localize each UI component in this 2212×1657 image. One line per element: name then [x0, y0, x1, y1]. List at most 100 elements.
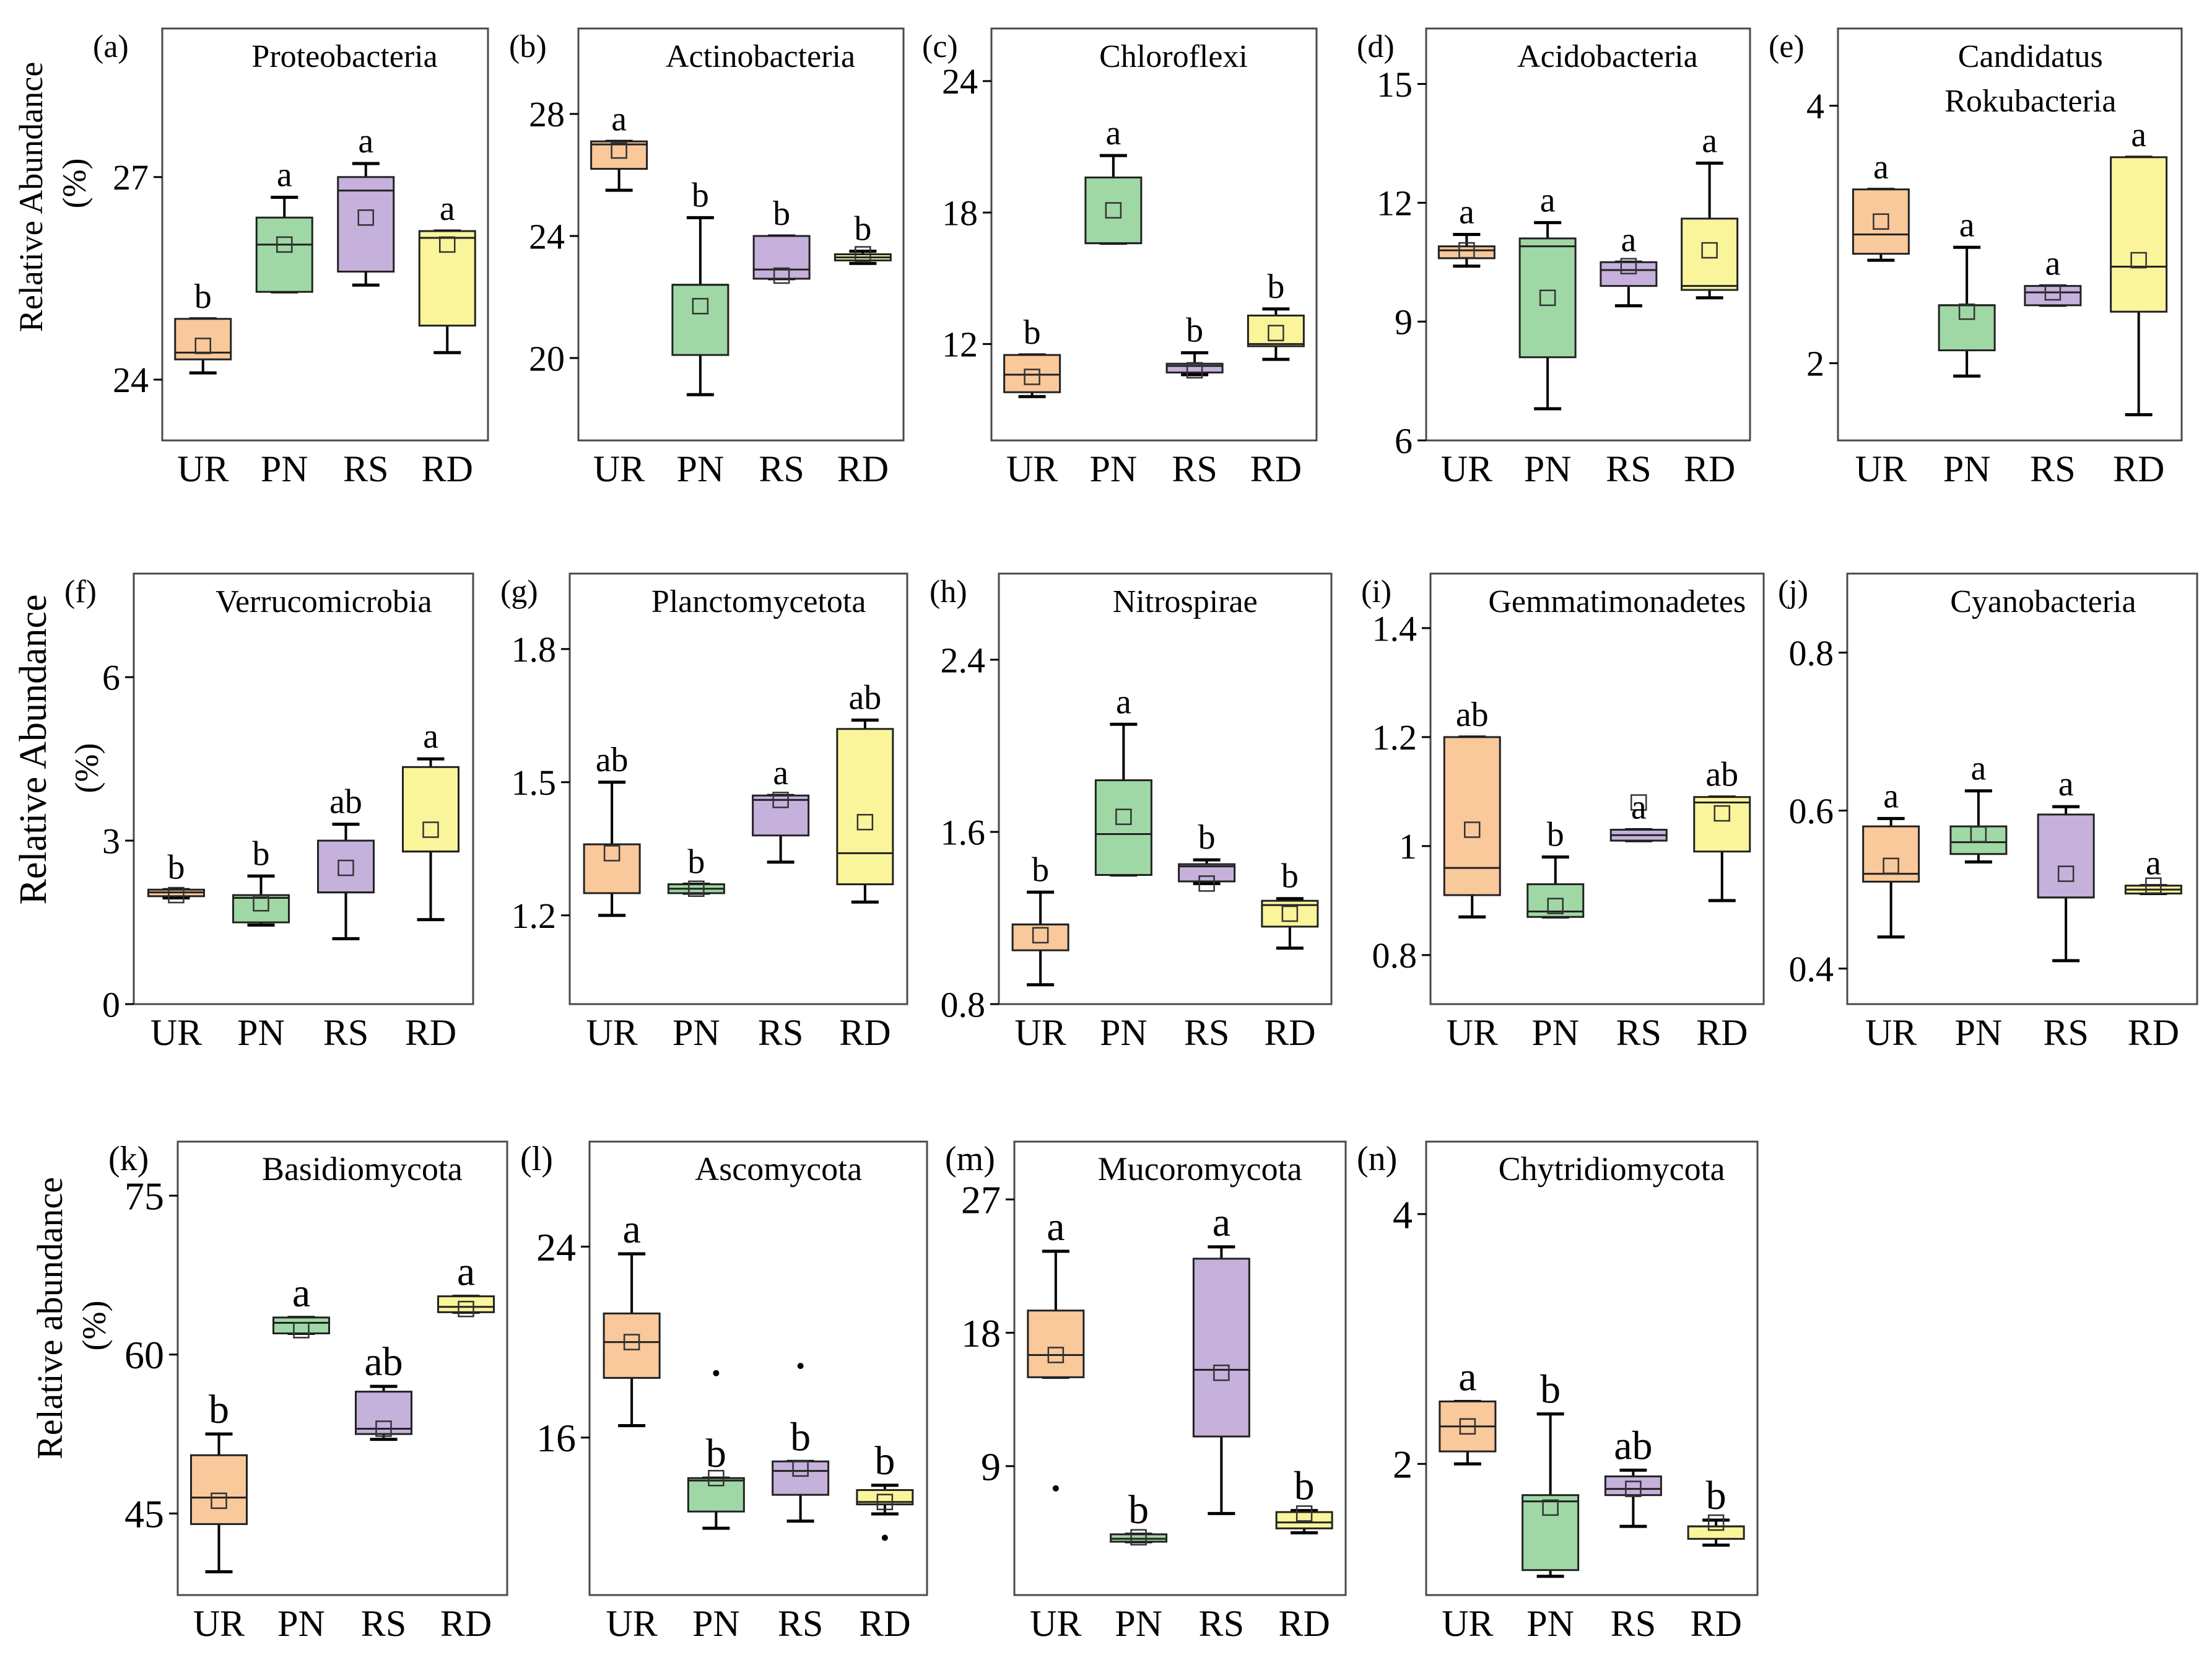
- box-rd: a: [402, 717, 459, 922]
- significance-letter: b: [194, 278, 212, 316]
- significance-letter: ab: [848, 678, 881, 717]
- box-rs: ab: [317, 783, 375, 940]
- box-rs: b: [1165, 312, 1224, 379]
- panel-title: Acidobacteria: [1517, 39, 1698, 74]
- y-tick-label: 45: [124, 1492, 164, 1536]
- iqr-box: [856, 1489, 914, 1506]
- plot-frame: [161, 27, 489, 442]
- x-category-label: PN: [1100, 1012, 1147, 1053]
- y-tick-label: 1.2: [1372, 717, 1417, 758]
- panel-title: Verrucomicrobia: [216, 584, 432, 619]
- panel-title: Basidiomycota: [262, 1150, 463, 1187]
- iqr-box: [1949, 825, 2008, 855]
- x-category-label: PN: [1090, 448, 1138, 489]
- x-category-label: RD: [422, 448, 473, 489]
- box-pn: a: [1949, 750, 2008, 863]
- x-category-label: PN: [692, 1603, 740, 1644]
- iqr-box: [255, 216, 313, 293]
- box-ur: ab: [583, 741, 641, 917]
- panel-title: Gemmatimonadetes: [1488, 584, 1746, 619]
- panel-label: (i): [1361, 574, 1391, 610]
- outlier-point: [713, 1370, 720, 1376]
- significance-letter: a: [1883, 777, 1899, 815]
- iqr-box: [671, 284, 729, 356]
- iqr-box: [752, 235, 811, 280]
- y-tick-label: 4: [1806, 86, 1824, 126]
- mean-marker: [211, 1492, 227, 1510]
- iqr-box: [1862, 825, 1920, 883]
- box-ur: b: [190, 1387, 248, 1573]
- box-rd: b: [1687, 1473, 1745, 1547]
- x-category-label: RS: [1172, 448, 1217, 489]
- significance-letter: a: [423, 717, 438, 756]
- mean-marker: [772, 792, 789, 808]
- mean-marker: [1213, 1364, 1230, 1381]
- mean-marker: [1024, 369, 1040, 385]
- x-category-label: UR: [1442, 1603, 1493, 1644]
- y-tick-label: 24: [113, 360, 149, 400]
- panel-title: Proteobacteria: [251, 39, 437, 74]
- significance-letter: a: [1873, 148, 1889, 186]
- x-category-label: UR: [150, 1012, 202, 1053]
- box-rs: a: [1192, 1200, 1250, 1515]
- iqr-box: [1094, 779, 1152, 876]
- x-category-label: RD: [1696, 1012, 1748, 1053]
- y-tick-label: 27: [113, 157, 149, 198]
- mean-marker: [1631, 794, 1647, 811]
- panel-n: (n) Chytridiomycota 2 4 a UR b PN ab RS b RD: [1357, 1140, 1759, 1644]
- mean-marker: [194, 338, 211, 354]
- mean-marker: [1620, 258, 1637, 274]
- box-pn: b: [687, 1370, 745, 1530]
- box-rd: a: [418, 190, 476, 354]
- significance-letter: b: [253, 834, 270, 873]
- iqr-box: [402, 766, 459, 853]
- significance-letter: a: [457, 1249, 475, 1295]
- panel-label: (k): [108, 1140, 149, 1178]
- panel-i: (i) Gemmatimonadetes 0.8 1 1.2 1.4 ab UR b PN a RS a…: [1361, 572, 1765, 1053]
- mean-marker: [623, 1334, 640, 1350]
- iqr-box: [603, 1312, 661, 1379]
- box-rs: ab: [1604, 1423, 1662, 1528]
- mean-marker: [337, 859, 354, 877]
- mean-marker: [293, 1322, 310, 1339]
- row1-ylabel-line2: (%): [56, 159, 93, 209]
- significance-letter: a: [2131, 116, 2146, 154]
- plot-frame: [577, 27, 905, 442]
- x-category-label: UR: [606, 1603, 657, 1644]
- box-rd: b: [856, 1438, 914, 1541]
- panel-l: (l) Ascomycota 16 24 a UR b PN b RS b RD: [520, 1140, 928, 1644]
- mean-marker: [1268, 325, 1284, 341]
- plot-frame: [1837, 27, 2183, 442]
- x-category-label: RD: [440, 1603, 492, 1644]
- x-category-label: UR: [1441, 448, 1492, 489]
- iqr-box: [232, 894, 290, 924]
- mean-marker: [1281, 905, 1299, 922]
- significance-letter: ab: [1456, 696, 1489, 734]
- y-tick-label: 1.6: [941, 812, 986, 852]
- box-rd: b: [1275, 1464, 1333, 1535]
- y-tick-label: 4: [1393, 1192, 1413, 1236]
- y-tick-label: 1.5: [512, 763, 557, 803]
- panel-label: (j): [1778, 574, 1808, 610]
- plot-frame: [568, 572, 908, 1005]
- x-category-label: RS: [1606, 448, 1651, 489]
- x-category-label: RD: [2113, 448, 2164, 489]
- box-pn: b: [1110, 1487, 1168, 1546]
- mean-marker: [1115, 808, 1132, 825]
- box-pn: a: [1518, 181, 1577, 411]
- y-tick-label: 75: [124, 1174, 164, 1218]
- iqr-box: [437, 1295, 495, 1313]
- mean-marker: [1625, 1480, 1642, 1497]
- plot-frame: [176, 1140, 508, 1596]
- x-category-label: RD: [1250, 448, 1302, 489]
- box-rs: a: [2037, 765, 2095, 963]
- x-category-label: PN: [1524, 448, 1572, 489]
- box-ur: b: [174, 278, 232, 375]
- iqr-box: [687, 1477, 745, 1513]
- box-rd: b: [834, 210, 892, 265]
- row3-ylabel-line1: Relative abundance: [30, 1177, 70, 1459]
- significance-letter: a: [1047, 1204, 1065, 1249]
- box-ur: a: [1852, 148, 1910, 262]
- box-rs: ab: [355, 1339, 412, 1441]
- box-rs: b: [1178, 818, 1236, 892]
